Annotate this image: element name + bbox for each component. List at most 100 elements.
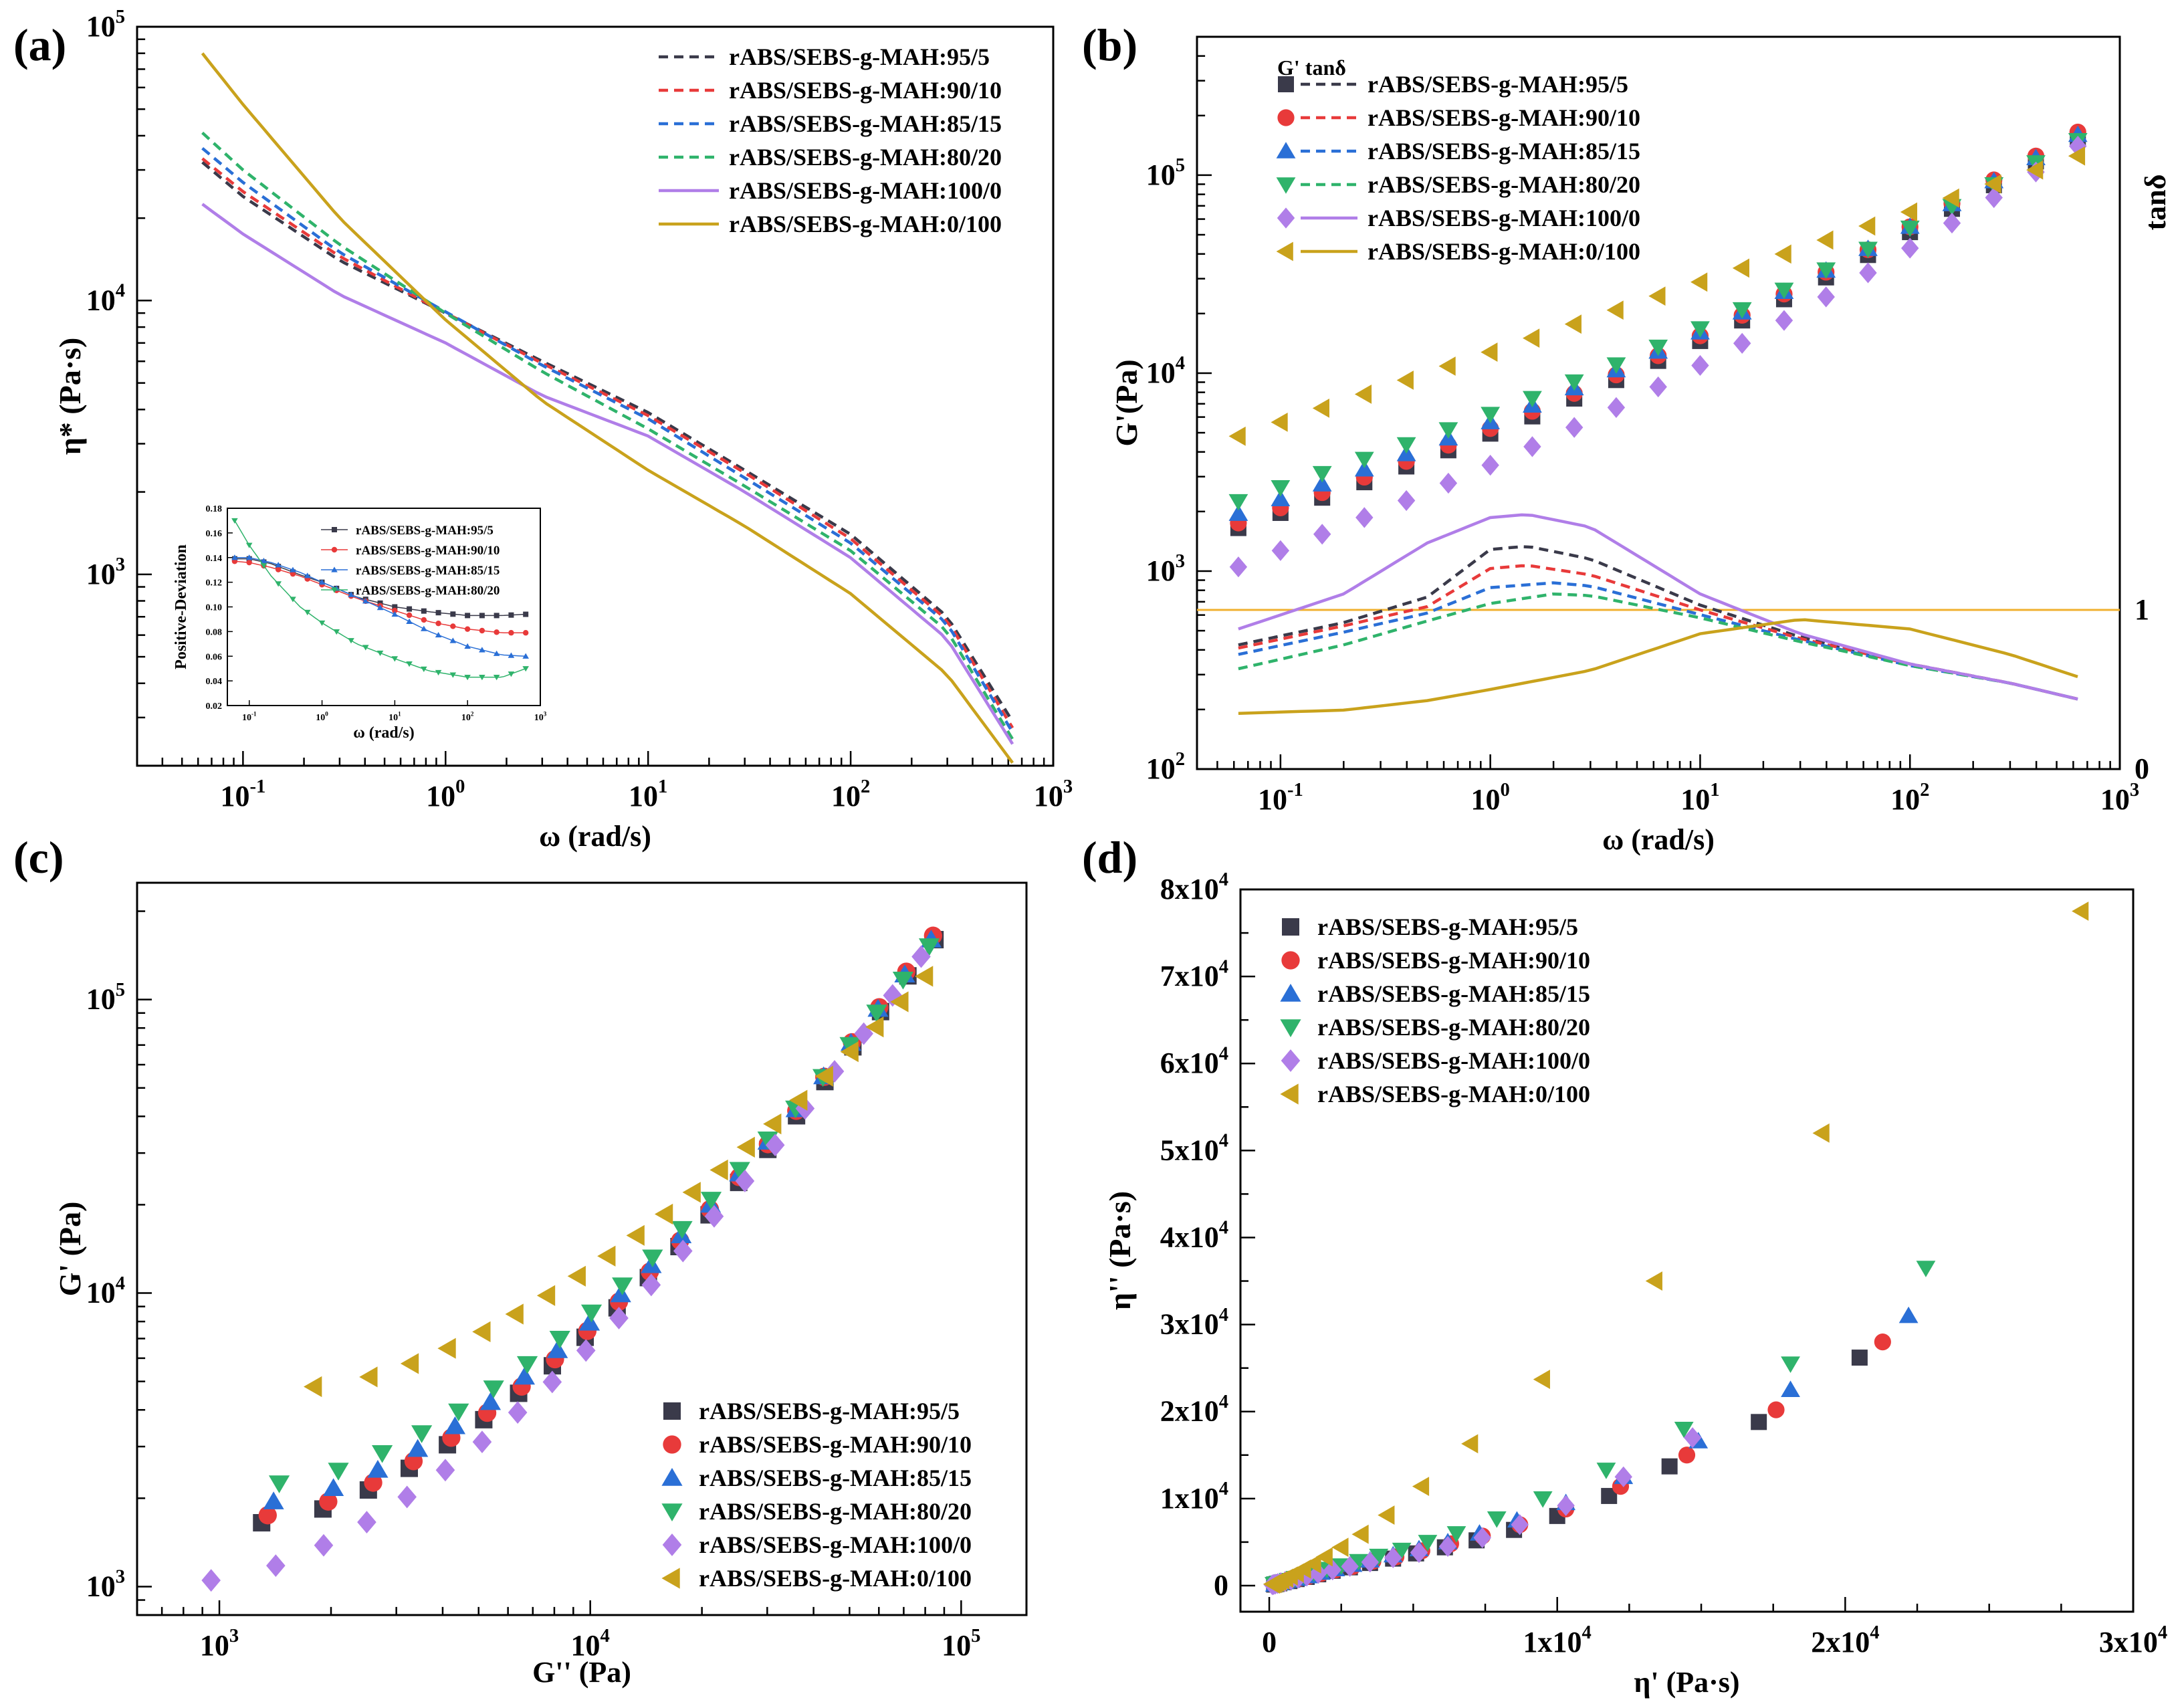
x-tick-label-d-1: 1x104: [1523, 1622, 1592, 1659]
y-tick-label-d-0: 0: [1214, 1569, 1228, 1602]
y-tick-label-c-0: 103: [86, 1567, 125, 1603]
inset-point-0-18: [494, 613, 500, 619]
inset-point-2-20: [522, 653, 529, 659]
point-b-5-20: [2068, 146, 2086, 166]
inset-point-3-4: [290, 597, 296, 603]
x-tick-label-c-2-exponent: 5: [971, 1626, 980, 1646]
y-tick-label-a-2: 105: [86, 7, 125, 43]
point-b-4-5: [1439, 472, 1458, 494]
point-c-4-3: [357, 1511, 376, 1534]
legend-marker-c-2: [661, 1468, 683, 1486]
point-c-2-6: [514, 1366, 536, 1385]
y-tick-label-inset-6: 0.14: [206, 554, 223, 564]
point-c-2-4: [444, 1416, 466, 1434]
x-tick-label-inset-2: 101: [389, 711, 401, 723]
x-tick-label-d-1-mantissa: 1x10: [1523, 1626, 1582, 1659]
legend-label-d-2: rABS/SEBS-g-MAH:85/15: [1317, 980, 1590, 1007]
inset-legend-label-1: rABS/SEBS-g-MAH:90/10: [356, 544, 500, 558]
inset-point-3-19: [508, 671, 515, 677]
inset-point-3-0: [231, 518, 238, 524]
x-tick-label-b-1-exponent: 0: [1501, 780, 1510, 800]
x-tick-label-b-2-exponent: 1: [1710, 780, 1719, 800]
x-tick-label-inset-2-exponent: 1: [398, 711, 401, 718]
inset-point-3-8: [348, 638, 354, 644]
inset-point-2-6: [318, 578, 326, 585]
point-c-4-14: [735, 1170, 755, 1192]
y-tick-label-inset-2: 0.06: [206, 652, 223, 662]
point-b-4-14: [1817, 286, 1835, 308]
x-tick-label-inset-0: 10-1: [242, 711, 257, 723]
plot-frame-c: [136, 881, 1028, 1616]
legend-label-a-4: rABS/SEBS-g-MAH:100/0: [729, 177, 1002, 204]
inset-point-0-15: [450, 611, 456, 617]
x-tick-label-a-3-exponent: 2: [861, 776, 870, 797]
inset-point-3-3: [275, 581, 282, 587]
legend-label-a-0: rABS/SEBS-g-MAH:95/5: [729, 43, 990, 70]
legend-marker-b-4: [1277, 207, 1295, 229]
point-c-4-11: [641, 1273, 661, 1297]
point-d-2-0: [1898, 1306, 1919, 1323]
x-tick-label-b-0-mantissa: 10: [1258, 783, 1287, 816]
inset-point-1-14: [435, 621, 441, 627]
point-c-4-9: [576, 1339, 596, 1362]
point-d-2-1: [1781, 1380, 1800, 1397]
x-tick-label-inset-4-mantissa: 10: [534, 713, 544, 723]
y-tick-label-d-8-mantissa: 8x10: [1160, 873, 1219, 905]
inset-point-0-13: [421, 608, 427, 614]
inset-point-3-15: [449, 672, 457, 678]
x-tick-label-a-0-mantissa: 10: [220, 780, 249, 813]
legend-marker-c-3: [661, 1503, 683, 1521]
y-tick-label-inset-3: 0.08: [206, 627, 223, 637]
series-d-2: [1265, 1306, 1919, 1592]
point-c-3-0: [268, 1475, 290, 1493]
y2-tick-label-b-0: 0: [2135, 752, 2149, 785]
inset-point-3-1: [245, 542, 253, 548]
inset-point-3-9: [362, 645, 369, 651]
panel-label-a: (a): [13, 19, 66, 70]
y-tick-label-b-0: 102: [1146, 749, 1185, 785]
inset-point-2-8: [348, 591, 354, 597]
legend-label-c-0: rABS/SEBS-g-MAH:95/5: [699, 1398, 960, 1424]
point-c-2-5: [479, 1392, 502, 1410]
x-tick-label-c-1: 104: [571, 1626, 610, 1662]
y-axis-label-b: G'(Pa): [1109, 359, 1143, 446]
x-tick-label-inset-1-mantissa: 10: [316, 713, 325, 723]
y-tick-label-d-8-exponent: 4: [1219, 869, 1228, 890]
x-tick-label-d-2-mantissa: 2x10: [1811, 1626, 1870, 1659]
point-c-5-12: [710, 1159, 728, 1181]
y-tick-label-d-6: 6x104: [1160, 1043, 1228, 1079]
inset-point-3-12: [406, 661, 413, 667]
point-b-5-18: [1984, 174, 2001, 194]
y2-tick-label-b-1: 1: [2135, 593, 2149, 626]
x-tick-label-b-3: 102: [1890, 780, 1929, 816]
x-tick-label-a-4-exponent: 3: [1063, 776, 1073, 797]
point-c-5-18: [865, 1017, 884, 1038]
y-tick-label-a-1-exponent: 4: [116, 281, 125, 302]
point-d-3-1: [1781, 1356, 1800, 1373]
point-d-0-0: [1851, 1350, 1868, 1366]
inset-point-0-17: [479, 613, 485, 619]
inset-legend-marker-2: [331, 566, 338, 572]
inset-point-3-16: [464, 674, 471, 681]
point-c-5-6: [536, 1285, 556, 1306]
x-tick-label-b-4-exponent: 3: [2130, 780, 2139, 800]
y-tick-label-d-7-exponent: 4: [1219, 956, 1228, 977]
point-b-5-14: [1816, 230, 1834, 250]
legend-label-a-3: rABS/SEBS-g-MAH:80/20: [729, 144, 1002, 171]
point-d-0-1: [1751, 1414, 1767, 1430]
series-line-a-0: [201, 161, 1014, 723]
point-c-5-2: [400, 1353, 419, 1374]
point-b-3-7: [1523, 391, 1542, 408]
point-d-3-6: [1446, 1526, 1466, 1543]
y-tick-label-inset-4: 0.10: [206, 603, 223, 613]
y-tick-label-b-1-mantissa: 10: [1146, 554, 1176, 587]
y-tick-label-a-1-mantissa: 10: [86, 284, 116, 316]
point-d-5-4: [1461, 1434, 1479, 1454]
inset-point-3-18: [493, 674, 500, 681]
point-b-5-11: [1690, 272, 1708, 292]
point-c-4-1: [266, 1554, 286, 1578]
y-tick-label-d-8: 8x104: [1160, 869, 1228, 905]
y-tick-label-d-5-mantissa: 5x10: [1160, 1134, 1219, 1166]
point-c-2-8: [578, 1312, 601, 1331]
point-c-5-10: [654, 1203, 673, 1225]
